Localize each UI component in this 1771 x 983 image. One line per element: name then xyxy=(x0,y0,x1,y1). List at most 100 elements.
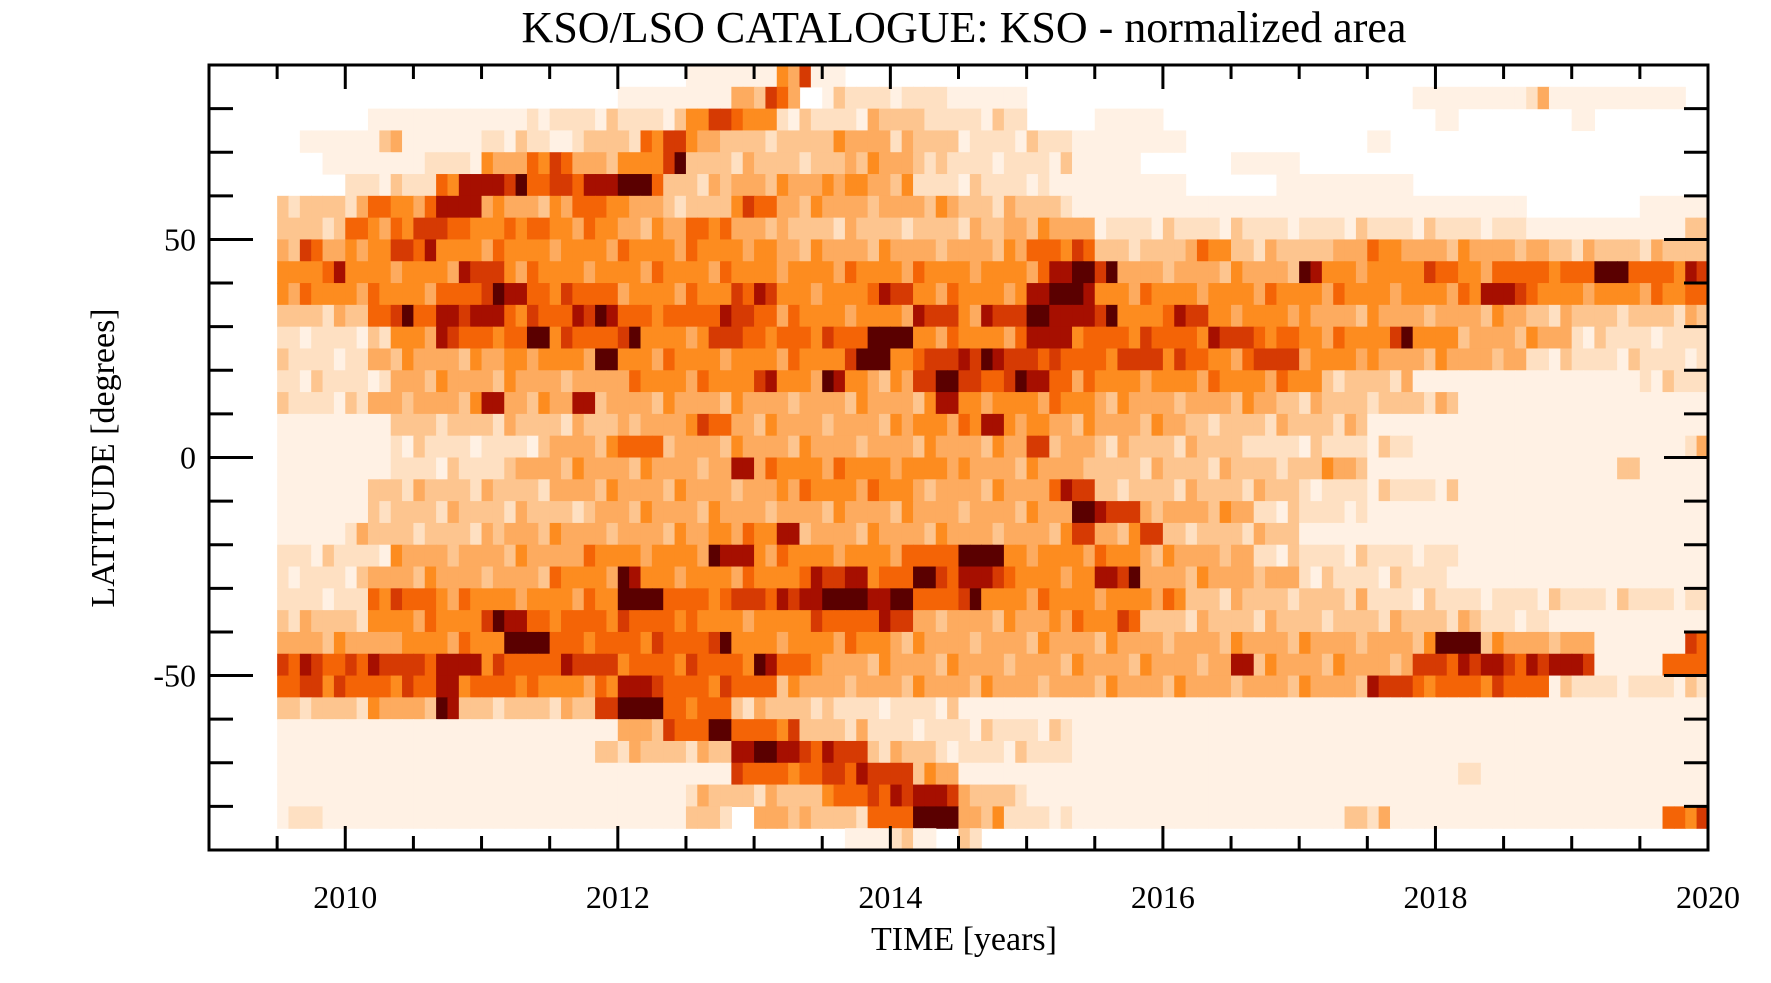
heatmap-cell xyxy=(1503,784,1516,807)
heatmap-cell xyxy=(958,631,971,655)
heatmap-cell xyxy=(878,631,891,655)
heatmap-cell xyxy=(561,326,573,350)
heatmap-cell xyxy=(1503,457,1516,480)
heatmap-cell xyxy=(958,806,971,829)
heatmap-cell xyxy=(481,740,494,764)
heatmap-cell xyxy=(890,435,903,459)
heatmap-cell xyxy=(651,435,664,459)
heatmap-cell xyxy=(731,195,744,219)
heatmap-cell xyxy=(1174,217,1187,241)
heatmap-cell xyxy=(901,479,914,502)
heatmap-cell xyxy=(1026,501,1039,524)
heatmap-cell xyxy=(754,784,767,807)
heatmap-cell xyxy=(561,413,573,437)
heatmap-cell xyxy=(1072,697,1084,720)
heatmap-cell xyxy=(1151,675,1164,698)
heatmap-cell xyxy=(504,544,517,568)
heatmap-cell xyxy=(1548,370,1561,393)
heatmap-cell xyxy=(1571,588,1584,611)
heatmap-cell xyxy=(776,261,789,284)
heatmap-cell xyxy=(901,304,914,328)
heatmap-cell xyxy=(595,413,608,437)
heatmap-cell xyxy=(1242,501,1255,524)
heatmap-cell xyxy=(1174,719,1187,742)
heatmap-cell xyxy=(1299,195,1312,219)
heatmap-cell xyxy=(856,522,869,546)
heatmap-cell xyxy=(299,370,312,393)
heatmap-cell xyxy=(810,283,823,306)
heatmap-cell xyxy=(799,740,812,764)
heatmap-cell xyxy=(413,348,426,371)
heatmap-cell xyxy=(1310,392,1323,415)
heatmap-cell xyxy=(1174,501,1187,524)
heatmap-cell xyxy=(504,152,517,175)
heatmap-cell xyxy=(413,435,426,459)
heatmap-cell xyxy=(1219,413,1232,437)
heatmap-cell xyxy=(1140,610,1153,633)
heatmap-cell xyxy=(765,544,778,568)
heatmap-cell xyxy=(356,217,369,241)
heatmap-cell xyxy=(765,588,778,611)
heatmap-cell xyxy=(1174,479,1187,502)
heatmap-cell xyxy=(992,304,1005,328)
heatmap-cell xyxy=(1526,217,1539,241)
heatmap-cell xyxy=(1355,304,1368,328)
heatmap-cell xyxy=(1526,522,1539,546)
heatmap-cell xyxy=(1583,261,1595,284)
heatmap-cell xyxy=(1435,675,1448,698)
heatmap-cell xyxy=(311,435,324,459)
heatmap-cell xyxy=(765,762,778,786)
heatmap-cell xyxy=(526,217,539,241)
heatmap-cell xyxy=(538,522,551,546)
heatmap-cell xyxy=(1060,653,1073,677)
heatmap-cell xyxy=(1696,239,1709,262)
heatmap-cell xyxy=(1662,653,1675,677)
heatmap-cell xyxy=(322,697,335,720)
heatmap-cell xyxy=(1446,544,1459,568)
heatmap-cell xyxy=(708,544,721,568)
heatmap-cell xyxy=(1344,631,1357,655)
heatmap-cell xyxy=(1605,326,1618,350)
heatmap-cell xyxy=(1480,195,1493,219)
heatmap-cell xyxy=(538,239,551,262)
heatmap-cell xyxy=(367,304,380,328)
heatmap-cell xyxy=(367,784,380,807)
heatmap-cell xyxy=(504,130,517,153)
heatmap-cell xyxy=(470,152,483,175)
heatmap-cell xyxy=(1685,806,1698,829)
heatmap-cell xyxy=(844,413,857,437)
heatmap-cell xyxy=(277,675,290,698)
heatmap-cell xyxy=(1219,784,1232,807)
heatmap-cell xyxy=(1060,326,1073,350)
heatmap-cell xyxy=(1537,784,1550,807)
heatmap-cell xyxy=(424,697,437,720)
heatmap-cell xyxy=(1299,413,1312,437)
heatmap-cell xyxy=(617,326,630,350)
heatmap-cell xyxy=(810,217,823,241)
heatmap-cell xyxy=(1253,784,1266,807)
heatmap-cell xyxy=(583,762,596,786)
heatmap-cell xyxy=(1003,174,1016,197)
heatmap-cell xyxy=(1151,544,1164,568)
heatmap-cell xyxy=(1083,195,1096,219)
heatmap-cell xyxy=(1185,239,1198,262)
heatmap-cell xyxy=(981,588,994,611)
heatmap-cell xyxy=(1106,108,1119,132)
heatmap-cell xyxy=(322,784,335,807)
heatmap-cell xyxy=(1492,195,1505,219)
heatmap-cell xyxy=(436,174,449,197)
heatmap-cell xyxy=(1412,675,1425,698)
heatmap-cell xyxy=(1492,326,1505,350)
heatmap-cell xyxy=(1094,326,1107,350)
heatmap-cell xyxy=(1037,544,1050,568)
heatmap-cell xyxy=(913,828,926,851)
heatmap-cell xyxy=(572,348,585,371)
heatmap-cell xyxy=(1378,413,1391,437)
heatmap-cell xyxy=(1367,588,1380,611)
heatmap-cell xyxy=(311,348,324,371)
heatmap-cell xyxy=(1060,217,1073,241)
heatmap-cell xyxy=(1492,348,1505,371)
heatmap-cell xyxy=(1037,719,1050,742)
heatmap-cell xyxy=(1696,304,1709,328)
heatmap-cell xyxy=(1333,806,1346,829)
